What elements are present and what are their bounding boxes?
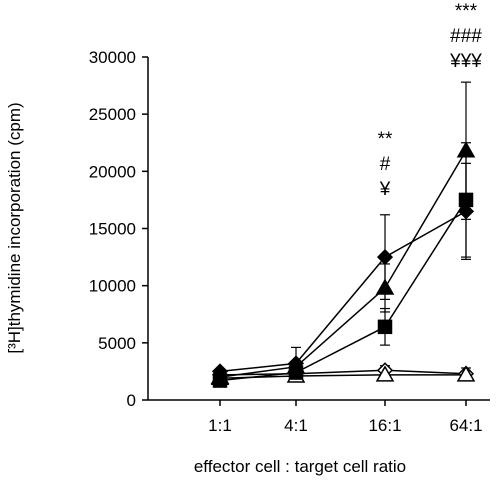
series-line [219,369,467,376]
x-tick-label: 16:1 [368,416,401,435]
data-point-diamond [211,363,229,380]
data-point-triangle [375,365,395,382]
significance-label: *** [455,1,478,22]
y-tick-label: 30000 [89,48,136,67]
data-point-triangle [375,278,395,295]
data-point-diamond [457,203,475,220]
series-line [219,199,467,382]
data-point-diamond [287,355,305,372]
data-point-triangle [456,365,476,382]
x-tick-label: 64:1 [449,416,482,435]
y-tick-label: 25000 [89,105,136,124]
x-tick-label: 1:1 [208,416,232,435]
axes: 0 5000 10000 15000 20000 25000 30000 1:1 4:1 16:1… [89,48,490,435]
series-line [219,210,467,373]
y-tick-label: 20000 [89,162,136,181]
significance-label: # [380,154,391,175]
significance-label: ### [450,26,482,47]
significance-label: ** [378,129,393,150]
chart-marks: ** # ¥ *** ### ¥¥¥ [210,1,482,388]
y-tick-label: 15000 [89,220,136,239]
significance-label: ¥ [379,179,391,200]
y-tick-label: 0 [127,391,136,410]
x-axis-title: effector cell : target cell ratio [194,457,406,476]
y-tick-label: 5000 [98,334,136,353]
data-point-square [377,319,393,335]
series-line [219,150,467,378]
y-tick-label: 10000 [89,277,136,296]
data-point-diamond [376,249,394,266]
y-axis-title: [³H]thymidine incorporation (cpm) [5,102,24,353]
data-point-triangle [456,141,476,158]
x-tick-label: 4:1 [284,416,308,435]
significance-label: ¥¥¥ [449,51,482,72]
